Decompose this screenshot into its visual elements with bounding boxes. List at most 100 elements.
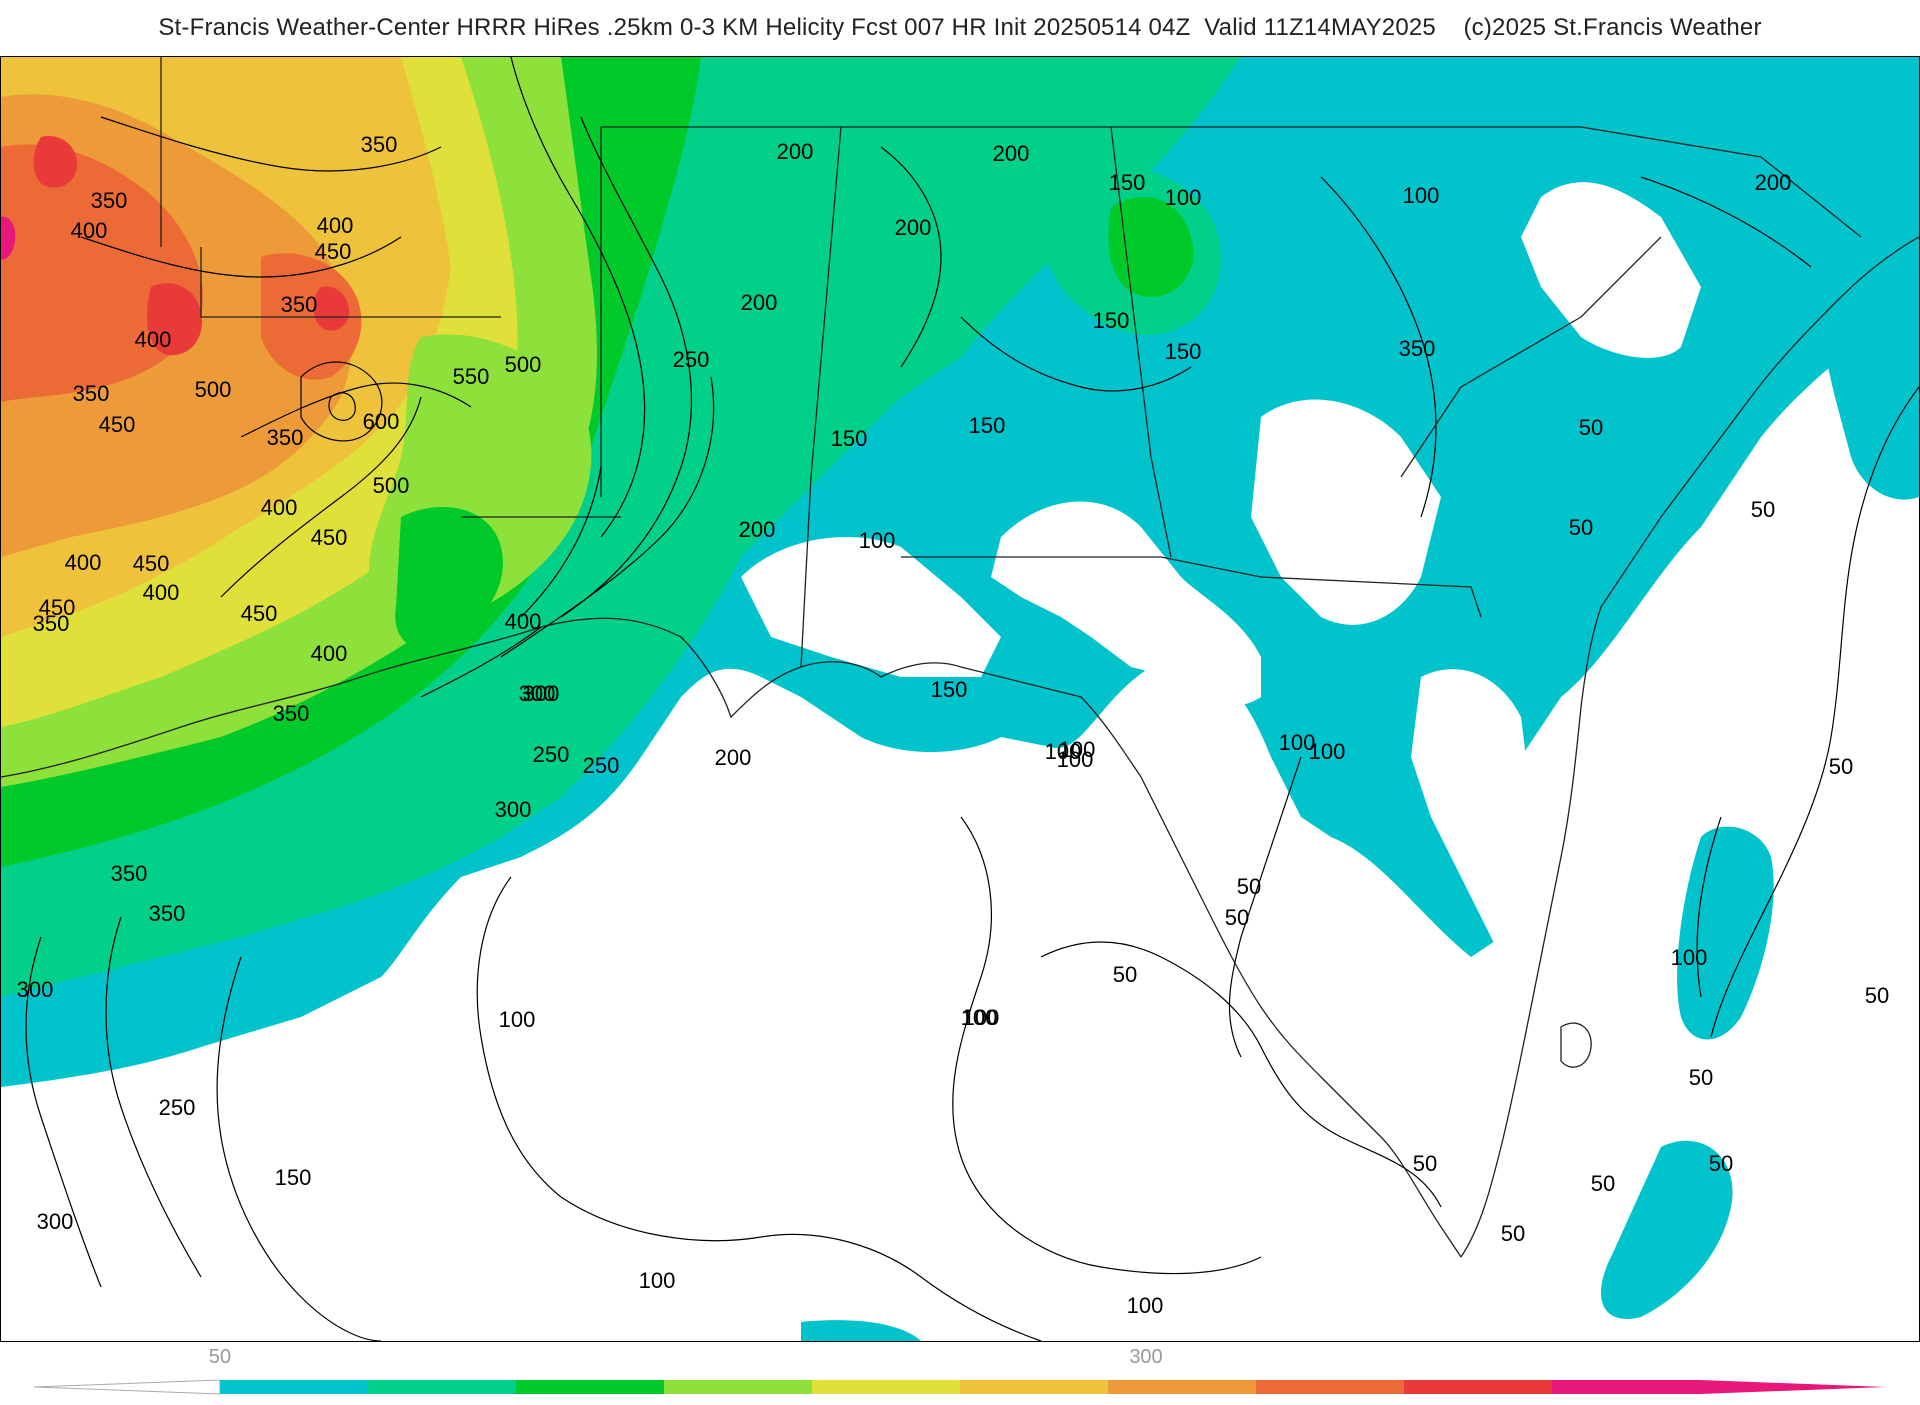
shade-white-florida bbox=[1411, 669, 1681, 1111]
contour-label: 100 bbox=[1127, 1293, 1164, 1318]
contour-label: 350 bbox=[91, 188, 128, 213]
contour-label: 100 bbox=[1057, 747, 1094, 772]
contour-600 bbox=[328, 392, 356, 421]
contour-label: 100 bbox=[1279, 730, 1316, 755]
contour-label: 250 bbox=[159, 1095, 196, 1120]
contour-150-west bbox=[216, 956, 382, 1341]
contour-label: 150 bbox=[1165, 339, 1202, 364]
contour-50-gulf bbox=[1040, 941, 1442, 1208]
contour-label: 100 bbox=[1671, 945, 1708, 970]
contour-label: 200 bbox=[895, 215, 932, 240]
contour-label: 50 bbox=[1751, 497, 1775, 522]
contour-label: 100 bbox=[1059, 737, 1096, 762]
contour-label: 300 bbox=[17, 977, 54, 1002]
contour-label: 300 bbox=[37, 1209, 74, 1234]
contour-200-plains bbox=[420, 626, 542, 698]
state-line-1 bbox=[601, 126, 1862, 238]
contour-label: 50 bbox=[1689, 1065, 1713, 1090]
shade-atlantic-streak bbox=[1677, 826, 1774, 1040]
contour-50-east bbox=[1710, 386, 1919, 1038]
contour-400-plains bbox=[520, 466, 602, 618]
contour-label: 250 bbox=[533, 742, 570, 767]
contour-label: 150 bbox=[1093, 308, 1130, 333]
contour-label: 200 bbox=[993, 141, 1030, 166]
colorbar-segment bbox=[960, 1380, 1109, 1394]
contour-label: 200 bbox=[777, 139, 814, 164]
contour-label: 150 bbox=[831, 426, 868, 451]
contour-label: 450 bbox=[133, 551, 170, 576]
contour-label: 350 bbox=[361, 132, 398, 157]
contour-label: 50 bbox=[1709, 1151, 1733, 1176]
colorbar-tick-300: 300 bbox=[1129, 1346, 1163, 1368]
contour-label: 400 bbox=[505, 609, 542, 634]
contour-100-ga bbox=[1320, 176, 1437, 518]
contour-label: 150 bbox=[1109, 170, 1146, 195]
contour-250-west bbox=[105, 916, 202, 1278]
contour-label: 50 bbox=[1225, 905, 1249, 930]
contour-label: 200 bbox=[739, 517, 776, 542]
contour-label: 550 bbox=[453, 364, 490, 389]
state-line-3 bbox=[1110, 126, 1172, 558]
contour-label: 150 bbox=[969, 413, 1006, 438]
colorbar-segment bbox=[1256, 1380, 1405, 1394]
contour-label: 50 bbox=[1569, 515, 1593, 540]
shade-white-carolinas bbox=[1521, 182, 1701, 358]
contour-label: 200 bbox=[1755, 170, 1792, 195]
contour-label: 500 bbox=[195, 377, 232, 402]
contour-label: 100 bbox=[859, 528, 896, 553]
contour-label: 300 bbox=[495, 797, 532, 822]
lake-okeechobee bbox=[1560, 1022, 1592, 1068]
contour-label: 200 bbox=[741, 290, 778, 315]
contour-label: 450 bbox=[311, 525, 348, 550]
colorbar-segment bbox=[220, 1380, 369, 1394]
contour-label: 350 bbox=[1399, 336, 1436, 361]
contour-label: 300 bbox=[519, 681, 556, 706]
contour-label: 50 bbox=[1113, 962, 1137, 987]
contour-450-plains bbox=[220, 396, 422, 598]
shade-red-2 bbox=[33, 136, 78, 188]
contour-label: 400 bbox=[143, 580, 180, 605]
contour-100-gulf-mid bbox=[952, 816, 1262, 1275]
colorbar-svg bbox=[33, 1379, 1886, 1395]
contour-label: 450 bbox=[99, 412, 136, 437]
contour-label: 400 bbox=[261, 495, 298, 520]
state-line-2 bbox=[800, 126, 842, 668]
contour-label: 100 bbox=[499, 1007, 536, 1032]
state-line-6 bbox=[200, 247, 501, 318]
contour-100-sc bbox=[1640, 176, 1812, 268]
contour-550 bbox=[300, 361, 383, 442]
contour-label: 450 bbox=[315, 239, 352, 264]
contour-ms-200 bbox=[880, 146, 942, 368]
contour-label: 100 bbox=[639, 1268, 676, 1293]
colorbar-segment bbox=[664, 1380, 813, 1394]
contour-label: 50 bbox=[1829, 754, 1853, 779]
contour-label: 100 bbox=[1165, 185, 1202, 210]
colorbar-segment bbox=[1108, 1380, 1257, 1394]
contour-label: 600 bbox=[363, 409, 400, 434]
shade-atlantic-east bbox=[1821, 285, 1919, 500]
contour-label: 50 bbox=[1237, 874, 1261, 899]
shade-gulf-bottom bbox=[801, 1320, 921, 1341]
contour-label: 100 bbox=[1045, 739, 1082, 764]
contour-350-plains bbox=[510, 57, 646, 538]
contour-label: 400 bbox=[71, 218, 108, 243]
helicity-contours bbox=[25, 57, 1919, 1341]
contour-label: 350 bbox=[267, 425, 304, 450]
contour-label: 350 bbox=[111, 861, 148, 886]
shade-white-ga-inland bbox=[1251, 399, 1441, 625]
state-line-4 bbox=[901, 556, 1482, 618]
contour-label: 300 bbox=[523, 681, 560, 706]
se-atlantic-coast bbox=[1600, 236, 1919, 608]
shade-atlantic-streak-2 bbox=[1601, 1140, 1733, 1319]
shade-green-ga-blob bbox=[1108, 197, 1194, 297]
contour-label: 50 bbox=[1501, 1221, 1525, 1246]
map-title: St-Francis Weather-Center HRRR HiRes .25… bbox=[158, 14, 1762, 41]
colorbar-segment bbox=[368, 1380, 517, 1394]
contour-label: 450 bbox=[39, 595, 76, 620]
contour-label: 450 bbox=[241, 601, 278, 626]
colorbar-segment bbox=[1552, 1380, 1701, 1394]
shade-red-3 bbox=[313, 286, 350, 331]
contour-label: 400 bbox=[311, 641, 348, 666]
contour-label: 100 bbox=[1309, 739, 1346, 764]
